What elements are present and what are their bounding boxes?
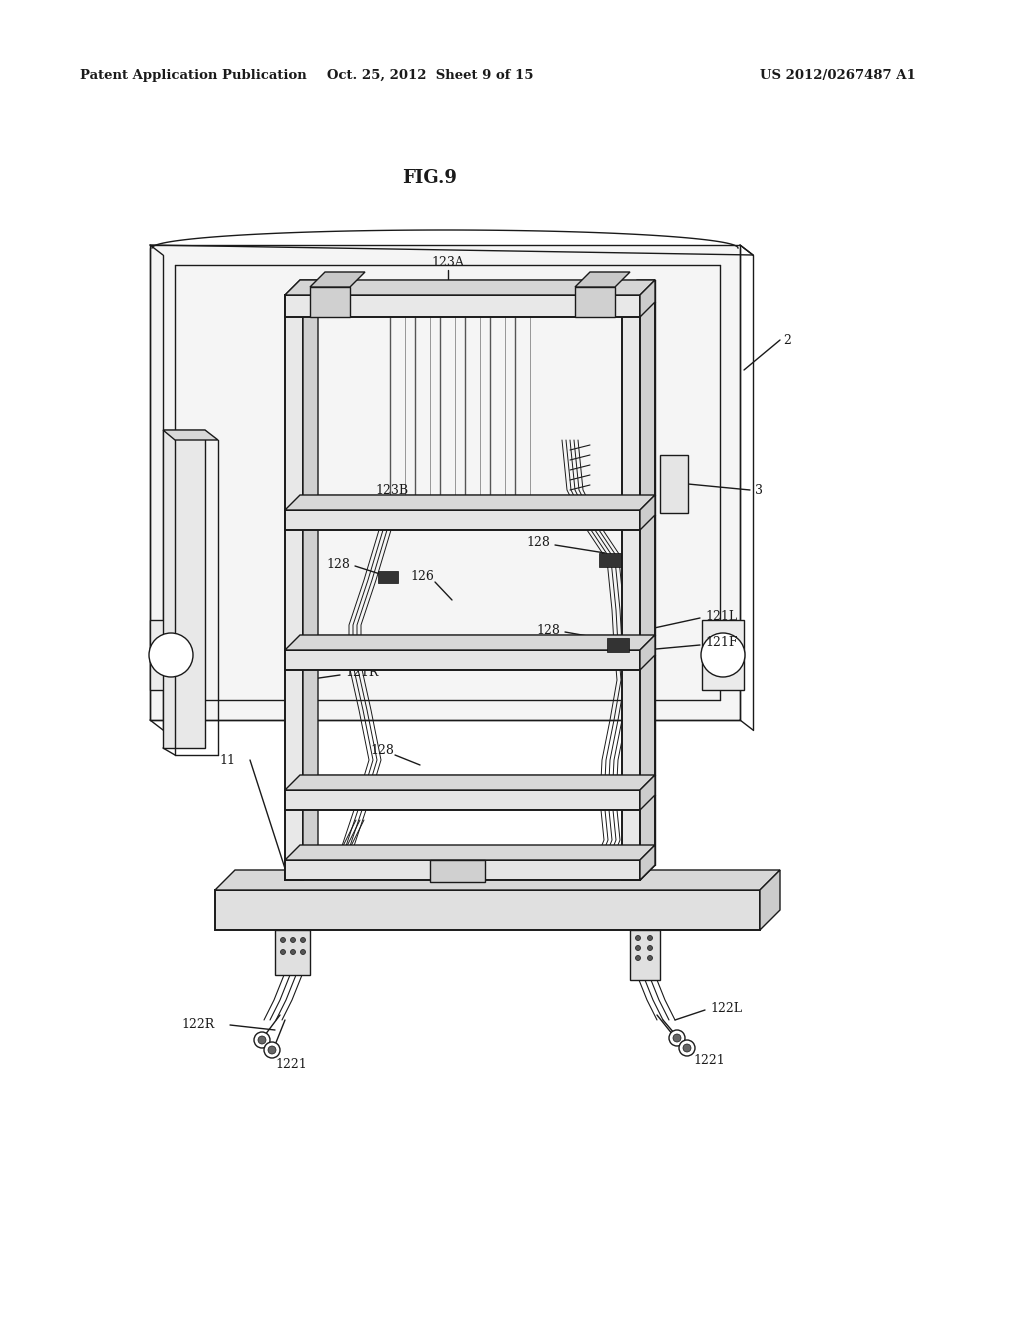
Bar (430, 861, 485, 882)
Text: US 2012/0267487 A1: US 2012/0267487 A1 (760, 69, 915, 82)
Text: FIG.9: FIG.9 (402, 169, 458, 187)
Circle shape (300, 937, 305, 942)
Polygon shape (622, 294, 640, 880)
Polygon shape (215, 870, 780, 890)
Polygon shape (640, 635, 655, 671)
Circle shape (673, 1034, 681, 1041)
Polygon shape (640, 845, 655, 880)
Polygon shape (285, 280, 318, 294)
Circle shape (647, 945, 652, 950)
Text: Oct. 25, 2012  Sheet 9 of 15: Oct. 25, 2012 Sheet 9 of 15 (327, 69, 534, 82)
Text: 121R: 121R (345, 667, 379, 680)
Circle shape (300, 949, 305, 954)
Circle shape (291, 937, 296, 942)
Circle shape (264, 1041, 280, 1059)
Polygon shape (150, 246, 740, 719)
Polygon shape (285, 280, 655, 294)
Polygon shape (640, 280, 655, 880)
Text: 122L: 122L (710, 1002, 742, 1015)
Bar (630, 931, 660, 979)
Polygon shape (163, 430, 218, 440)
Circle shape (281, 949, 286, 954)
Text: 128: 128 (370, 743, 394, 756)
Text: 3: 3 (755, 483, 763, 496)
Bar (702, 620, 744, 690)
Polygon shape (303, 280, 318, 880)
Bar (378, 572, 398, 583)
Polygon shape (285, 510, 640, 531)
Polygon shape (285, 789, 640, 810)
Bar (607, 638, 629, 652)
Polygon shape (640, 280, 655, 317)
Polygon shape (215, 890, 760, 931)
Circle shape (683, 1044, 691, 1052)
Text: 122R: 122R (181, 1019, 215, 1031)
Polygon shape (575, 272, 630, 286)
Text: 1221: 1221 (693, 1053, 725, 1067)
Bar (660, 455, 688, 513)
Polygon shape (640, 775, 655, 810)
Polygon shape (285, 649, 640, 671)
Circle shape (679, 1040, 695, 1056)
Circle shape (291, 949, 296, 954)
Circle shape (647, 936, 652, 940)
Polygon shape (310, 272, 365, 286)
Polygon shape (575, 286, 615, 317)
Polygon shape (285, 775, 655, 789)
Polygon shape (285, 845, 655, 861)
Text: 121L: 121L (705, 610, 737, 623)
Polygon shape (285, 635, 655, 649)
Polygon shape (760, 870, 780, 931)
Text: 128: 128 (526, 536, 550, 549)
Text: 11: 11 (219, 754, 234, 767)
Circle shape (150, 634, 193, 677)
Circle shape (281, 937, 286, 942)
Text: 128: 128 (326, 557, 350, 570)
Circle shape (636, 945, 640, 950)
Text: 2: 2 (783, 334, 791, 346)
Text: 1221: 1221 (275, 1059, 307, 1072)
Circle shape (636, 936, 640, 940)
Polygon shape (285, 294, 303, 880)
Circle shape (258, 1036, 266, 1044)
Polygon shape (310, 286, 350, 317)
Polygon shape (163, 430, 205, 748)
Polygon shape (285, 861, 640, 880)
Polygon shape (285, 495, 655, 510)
Text: Patent Application Publication: Patent Application Publication (80, 69, 307, 82)
Circle shape (647, 956, 652, 961)
Polygon shape (640, 495, 655, 531)
Circle shape (254, 1032, 270, 1048)
Text: 121F: 121F (705, 636, 737, 649)
Text: 123A: 123A (431, 256, 465, 268)
Text: 123B: 123B (375, 483, 409, 496)
Polygon shape (622, 280, 655, 294)
Circle shape (669, 1030, 685, 1045)
Bar (150, 620, 193, 690)
Circle shape (701, 634, 745, 677)
Bar (275, 931, 310, 975)
Text: 128: 128 (537, 623, 560, 636)
Bar (599, 553, 621, 568)
Circle shape (268, 1045, 276, 1053)
Text: 126: 126 (410, 570, 434, 583)
Circle shape (636, 956, 640, 961)
Polygon shape (285, 294, 640, 317)
